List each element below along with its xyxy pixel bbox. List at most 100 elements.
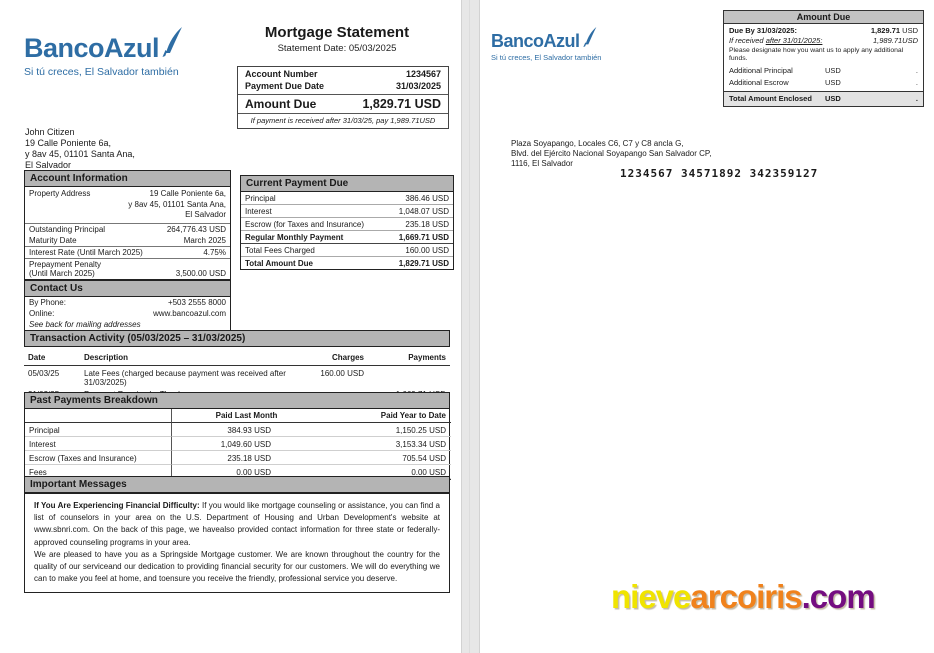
bank-logo-text: BancoAzul [491,31,580,51]
payment-due-date-label: Payment Due Date [245,81,325,91]
pp-label: Interest [25,437,171,451]
recipient-name: John Citizen [25,127,75,137]
phone-value: +503 2555 8000 [167,297,226,307]
row-label: Escrow (for Taxes and Insurance) [245,219,365,229]
principal-row: Principal 386.46 USD [241,192,453,205]
total-amount-due-row: Total Amount Due 1,829.71 USD [241,257,453,269]
contact-us-title: Contact Us [24,279,231,297]
property-address-value: 19 Calle Poniente 6a, y 8av 45, 01101 Sa… [128,189,226,221]
recipient-address-line: y 8av 45, 01101 Santa Ana, [25,149,135,159]
designate-note: Please designate how you want us to appl… [729,47,904,63]
past-payments-title: Past Payments Breakdown [24,392,450,409]
property-line: y 8av 45, 01101 Santa Ana, [128,199,226,209]
row-label: Outstanding Principal [29,224,106,234]
document-title: Mortgage Statement [264,24,410,41]
due-by-value: 1,829.71 USD [871,26,918,35]
messages-paragraph-1: If You Are Experiencing Financial Diffic… [34,500,440,549]
bank-tagline: Si tú creces, El Salvador también [24,66,179,78]
phone-label: By Phone: [29,297,66,307]
row-value: 235.18 USD [405,219,449,229]
row-label: Principal [245,193,276,203]
amount-entry-field[interactable]: . [915,94,918,104]
amount-entry-field[interactable]: . [915,66,918,76]
row-currency: USD [825,78,841,88]
branch-address-line: Plaza Soyapango, Locales C6, C7 y C8 anc… [511,139,684,148]
row-label: Additional Escrow [729,78,789,88]
prepayment-label: Prepayment Penalty [29,259,102,269]
recipient-address-line: 19 Calle Poniente 6a, [25,138,112,148]
prepayment-penalty-row: Prepayment Penalty (Until March 2025) 3,… [25,259,230,279]
row-label: Regular Monthly Payment [245,232,344,242]
messages-lead: If You Are Experiencing Financial Diffic… [34,501,200,510]
pp-last-month: 235.18 USD [171,451,321,465]
late-payment-note: If payment is received after 31/03/25, p… [238,113,448,128]
pp-last-month: 384.93 USD [171,423,321,437]
pp-ytd: 3,153.34 USD [321,437,451,451]
transaction-description: Late Fees (charged because payment was r… [84,368,286,387]
amount-due-value: 1,829.71 USD [362,97,441,111]
pp-label: Principal [25,423,171,437]
row-value: March 2025 [183,235,226,245]
statement-page: BancoAzul Si tú creces, El Salvador tamb… [0,0,462,653]
additional-escrow-row: Additional Escrow USD . [724,77,923,89]
row-label: Interest [245,206,272,216]
row-currency: USD [825,66,841,76]
row-value: 1,669.71 USD [398,232,449,242]
pp-ytd: 1,150.25 USD [321,423,451,437]
account-number-value: 1234567 [405,69,441,79]
watermark-part: arcoiris [690,578,802,615]
recipient-address-line: El Salvador [25,160,72,170]
col-header-last-month: Paid Last Month [171,409,321,423]
online-row: Online: www.bancoazul.com [25,308,230,319]
messages-text: If you would like mortgage counseling or… [34,501,440,547]
amount-entry-field[interactable]: . [915,78,918,88]
interest-row: Interest 1,048.07 USD [241,205,453,218]
pp-label: Escrow (Taxes and Insurance) [25,451,171,465]
prepayment-value: 3,500.00 USD [175,268,226,278]
row-label: Total Fees Charged [245,245,315,255]
pp-ytd: 705.54 USD [321,451,451,465]
quill-icon [582,27,597,52]
recipient-address: John Citizen 19 Calle Poniente 6a, y 8av… [25,127,135,171]
row-value: 160.00 USD [405,245,449,255]
regular-monthly-payment-row: Regular Monthly Payment 1,669.71 USD [241,231,453,244]
watermark-part: .com [801,578,876,615]
row-label: Total Amount Due [245,258,313,268]
online-label: Online: [29,308,55,318]
row-label: Interest Rate (Until March 2025) [29,247,143,257]
payment-slip-page: BancoAzul Si tú creces, El Salvador tamb… [479,0,934,653]
important-messages-section: Important Messages If You Are Experienci… [24,476,450,594]
bank-logo: BancoAzul Si tú creces, El Salvador tamb… [24,27,183,78]
amount-due-box-title: Amount Due [724,11,923,24]
watermark-logo: nievearcoiris.com [611,578,876,616]
row-label: Maturity Date [29,235,77,245]
escrow-row: Escrow (for Taxes and Insurance) 235.18 … [241,218,453,231]
account-information-section: Account Information Property Address 19 … [24,170,231,332]
received-after-value: 1,989.71USD [872,36,918,45]
current-payment-due-title: Current Payment Due [240,175,454,192]
amount-due-box: Amount Due Due By 31/03/2025: 1,829.71 U… [723,10,924,107]
bank-tagline: Si tú creces, El Salvador también [491,53,602,62]
messages-paragraph-2: We are pleased to have you as a Springsi… [34,549,440,584]
property-line: El Salvador [185,210,226,219]
transaction-charges: 160.00 USD [320,368,364,378]
row-value: 1,048.07 USD [398,206,449,216]
document-header: Mortgage Statement Statement Date: 05/03… [227,24,447,54]
due-currency: USD [900,25,918,35]
col-header-payments: Payments [368,347,450,366]
col-header-ytd: Paid Year to Date [321,409,451,423]
col-header-charges: Charges [298,347,368,366]
online-value: www.bancoazul.com [153,308,226,318]
account-summary-box: Account Number 1234567 Payment Due Date … [237,66,449,129]
watermark-part: nieve [611,578,691,615]
row-value: 4.75% [203,247,226,257]
col-header-empty [25,409,171,423]
col-header-description: Description [80,347,298,366]
property-address-label: Property Address [29,189,91,198]
bank-logo-text: BancoAzul [24,33,160,63]
bank-logo: BancoAzul Si tú creces, El Salvador tamb… [491,27,601,62]
current-payment-due-section: Current Payment Due Principal 386.46 USD… [240,175,454,270]
quill-icon [162,27,183,64]
due-amount: 1,829.71 [870,25,901,35]
transaction-payments [368,366,450,388]
